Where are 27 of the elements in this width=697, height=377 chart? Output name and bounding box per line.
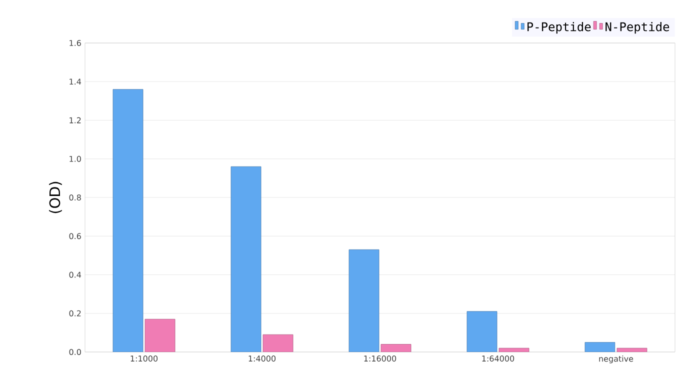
y-tick-label: 1.4 [70,78,82,85]
x-tick-label: 1:1000 [130,356,158,362]
x-tick-label: 1:4000 [248,356,276,362]
y-tick-label: 0.4 [69,272,82,278]
y-tick-label: 0.6 [69,233,81,240]
y-axis-title: (OD) [49,182,62,214]
bar [498,348,530,352]
legend-label: N-Peptide [606,22,670,34]
bar [584,342,616,352]
y-tick-label: 1.6 [70,40,81,46]
bar [230,166,262,352]
x-tick-label: 1:64000 [482,356,514,362]
bar [348,249,380,352]
y-tick-label: 0.2 [69,310,81,316]
y-tick-label: 1.2 [70,117,81,124]
bar [112,89,144,352]
y-tick-label: 0.0 [69,348,81,356]
y-tick-label: 0.8 [69,194,81,201]
y-tick-label: 1.0 [70,156,81,162]
x-tick-label: negative [599,356,634,364]
bar [616,348,648,352]
bar [262,334,294,352]
bar [380,344,412,352]
x-tick-label: 1:16000 [364,356,396,362]
bar [144,318,176,352]
legend-label: P-Peptide [528,22,591,34]
bar [466,311,498,352]
